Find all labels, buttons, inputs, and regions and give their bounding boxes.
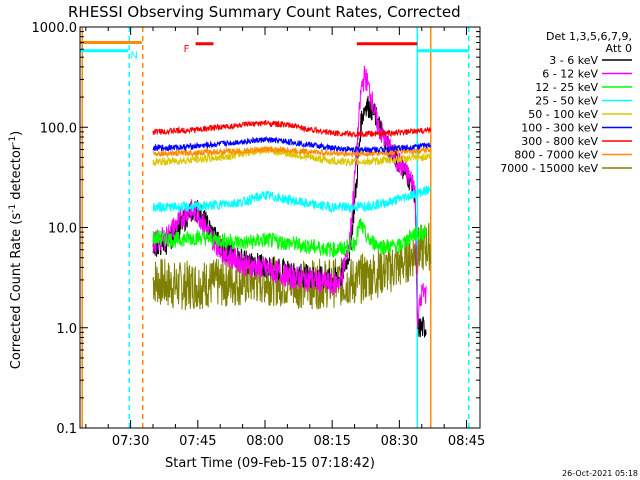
chart-title: RHESSI Observing Summary Count Rates, Co…: [68, 3, 461, 21]
y-tick-label-1: 100.0: [40, 121, 77, 136]
flag-letter-1: N: [130, 51, 137, 62]
x-tick-label-2: 08:00: [246, 434, 283, 449]
legend-label-7: 800 - 7000 keV: [514, 149, 598, 162]
legend-label-8: 7000 - 15000 keV: [500, 162, 598, 175]
series-line-8: [152, 119, 432, 138]
series-line-4: [152, 185, 432, 214]
legend-label-3: 25 - 50 keV: [535, 95, 598, 108]
legend-label-6: 300 - 800 keV: [521, 135, 598, 148]
y-tick-label-3: 1.0: [56, 322, 77, 337]
footer-timestamp: 26-Oct-2021 05:18: [562, 469, 638, 478]
y-tick-label-2: 10.0: [48, 222, 77, 237]
axes: 1000.0 100.0 10.0 1.0 0.1 07:30 07:45 08:00 08:1…: [32, 21, 486, 449]
legend-label-0: 3 - 6 keV: [549, 54, 598, 67]
flag-letter-0: S: [74, 43, 80, 54]
legend-label-4: 50 - 100 keV: [528, 108, 598, 121]
x-tick-label-3: 08:15: [313, 434, 350, 449]
plot-area: SNF: [74, 27, 470, 428]
legend-label-5: 100 - 300 keV: [521, 122, 598, 135]
x-tick-label-1: 07:45: [179, 434, 216, 449]
legend-title-0: Det 1,3,5,6,7,9,: [546, 30, 632, 43]
x-tick-label-0: 07:30: [112, 434, 149, 449]
x-axis-label: Start Time (09-Feb-15 07:18:42): [165, 456, 375, 471]
x-tick-label-4: 08:30: [381, 434, 418, 449]
legend-label-1: 6 - 12 keV: [542, 68, 598, 81]
series-line-3: [152, 218, 427, 258]
flag-letter-2: F: [184, 44, 190, 55]
legend-title-1: Att 0: [606, 42, 632, 55]
y-tick-label-0: 1000.0: [32, 21, 78, 36]
x-tick-label-5: 08:45: [448, 434, 485, 449]
y-axis-label: Corrected Count Rate (s-1 detector-1): [8, 131, 24, 369]
legend-label-2: 12 - 25 keV: [535, 81, 598, 94]
series-line-7: [152, 135, 432, 154]
plot-frame: [79, 26, 481, 429]
y-tick-label-4: 0.1: [56, 422, 77, 437]
